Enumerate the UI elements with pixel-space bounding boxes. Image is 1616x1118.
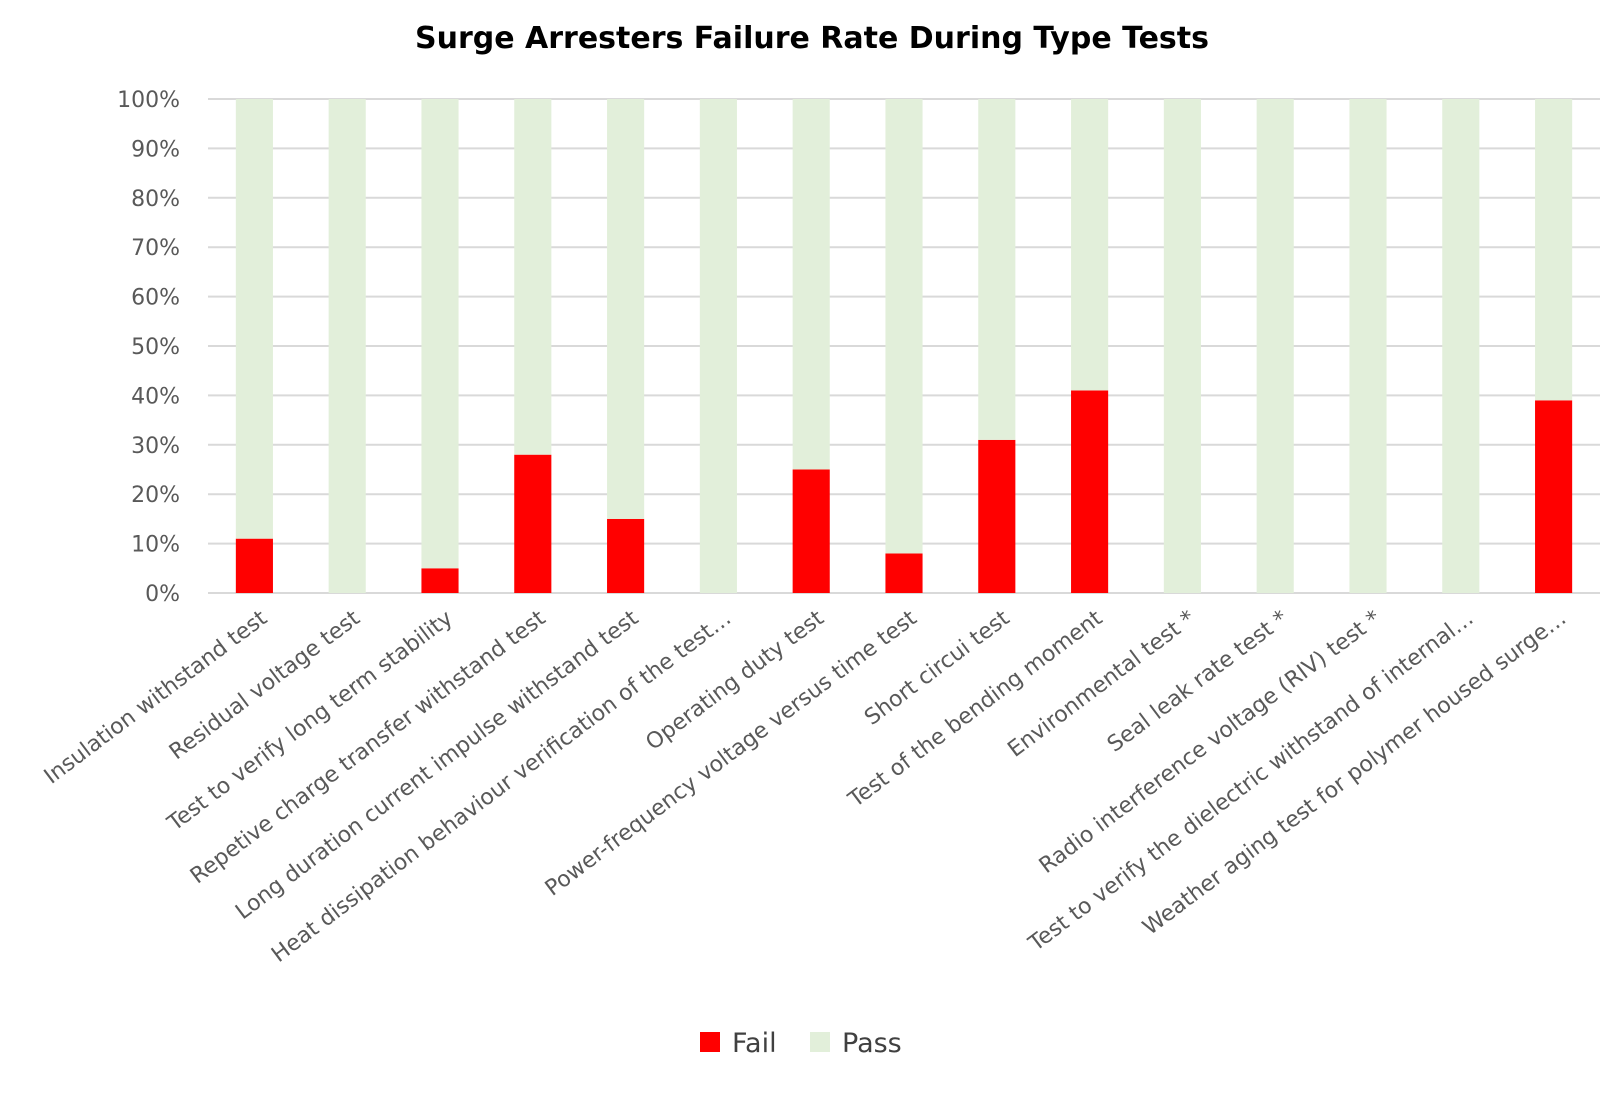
legend-label-pass: Pass — [842, 1028, 902, 1059]
chart-title: Surge Arresters Failure Rate During Type… — [415, 21, 1209, 56]
bar-pass — [1349, 99, 1387, 593]
x-tick-label: Test to verify the dielectric withstand … — [1024, 606, 1479, 957]
bar-fail — [235, 538, 273, 593]
bar-pass — [1442, 99, 1480, 593]
bar-pass — [699, 99, 737, 593]
x-tick-label: Operating duty test — [641, 606, 829, 756]
y-tick-label: 80% — [131, 187, 180, 212]
legend-swatch-fail — [700, 1032, 720, 1052]
y-tick-label: 0% — [145, 582, 180, 607]
y-tick-label: 50% — [131, 335, 180, 360]
y-axis: 0% 10% 20% 30% 40% 50% 60% 70% 80% 90% 100% — [117, 88, 180, 607]
bar-fail — [421, 568, 459, 593]
x-tick-label: Radio interference voltage (RIV) test * — [1035, 606, 1386, 879]
bar-pass — [328, 99, 366, 593]
y-tick-label: 10% — [131, 533, 180, 558]
y-tick-label: 40% — [131, 384, 180, 409]
y-tick-label: 90% — [131, 137, 180, 162]
bar-pass — [885, 99, 923, 554]
y-tick-label: 70% — [131, 236, 180, 261]
legend-swatch-pass — [810, 1032, 830, 1052]
bar-pass — [1163, 99, 1201, 593]
y-tick-label: 60% — [131, 286, 180, 311]
bar-pass — [792, 99, 830, 470]
bar-fail — [1535, 400, 1573, 593]
bar-fail — [792, 469, 830, 593]
bar-pass — [978, 99, 1016, 440]
bar-fail — [607, 518, 645, 593]
y-tick-label: 30% — [131, 434, 180, 459]
bar-pass — [1535, 99, 1573, 401]
bar-fail — [514, 454, 552, 593]
legend-label-fail: Fail — [732, 1028, 777, 1059]
bar-pass — [1071, 99, 1109, 391]
x-tick-label: Weather aging test for polymer housed su… — [1138, 606, 1571, 941]
legend: Fail Pass — [700, 1028, 902, 1059]
bar-fail — [1071, 390, 1109, 593]
bar-pass — [514, 99, 552, 455]
bar-fail — [885, 553, 923, 593]
bars — [235, 99, 1573, 593]
bar-pass — [1256, 99, 1294, 593]
bar-pass — [421, 99, 459, 569]
y-tick-label: 20% — [131, 483, 180, 508]
bar-pass — [607, 99, 645, 519]
bar-pass — [235, 99, 273, 539]
bar-fail — [978, 439, 1016, 593]
y-tick-label: 100% — [117, 88, 180, 113]
